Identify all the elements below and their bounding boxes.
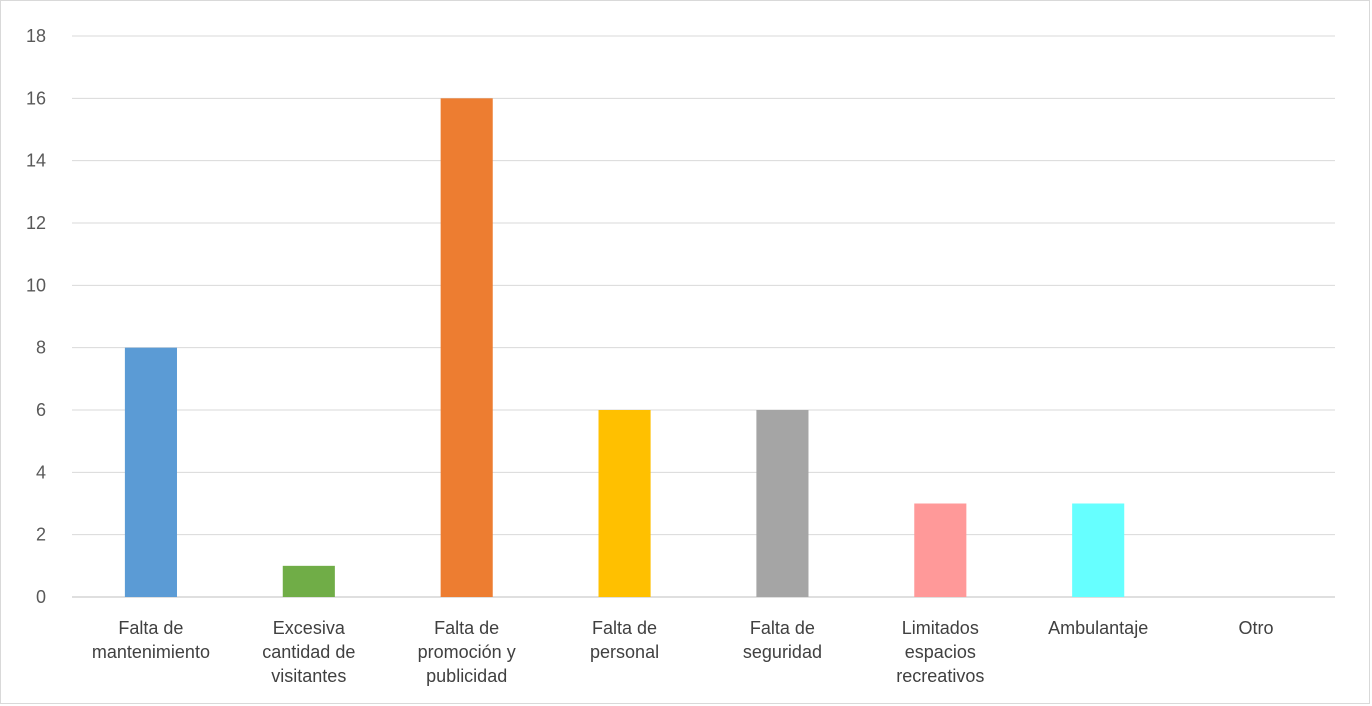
x-tick-label: Falta de personal (590, 618, 659, 662)
y-tick-label: 0 (36, 587, 46, 607)
bar (1072, 503, 1125, 597)
y-tick-label: 16 (26, 88, 46, 108)
y-tick-label: 6 (36, 400, 46, 420)
y-tick-label: 12 (26, 213, 46, 233)
y-tick-label: 14 (26, 151, 46, 171)
y-tick-label: 18 (26, 26, 46, 46)
bar (282, 565, 335, 597)
y-tick-label: 8 (36, 338, 46, 358)
y-tick-label: 4 (36, 462, 46, 482)
x-tick-label: Falta de seguridad (743, 618, 822, 662)
x-tick-label: Limitados espacios recreativos (896, 618, 984, 686)
bar (756, 410, 809, 597)
y-tick-label: 10 (26, 275, 46, 295)
x-tick-label: Ambulantaje (1048, 618, 1148, 638)
x-tick-label: Falta de mantenimiento (92, 618, 210, 662)
x-tick-label: Falta de promoción y publicidad (418, 618, 516, 686)
y-tick-label: 2 (36, 525, 46, 545)
bar (598, 410, 651, 597)
bar (914, 503, 967, 597)
bar (440, 98, 493, 597)
x-tick-label: Excesiva cantidad de visitantes (262, 618, 355, 686)
x-tick-label: Otro (1239, 618, 1274, 638)
bar (124, 347, 177, 597)
